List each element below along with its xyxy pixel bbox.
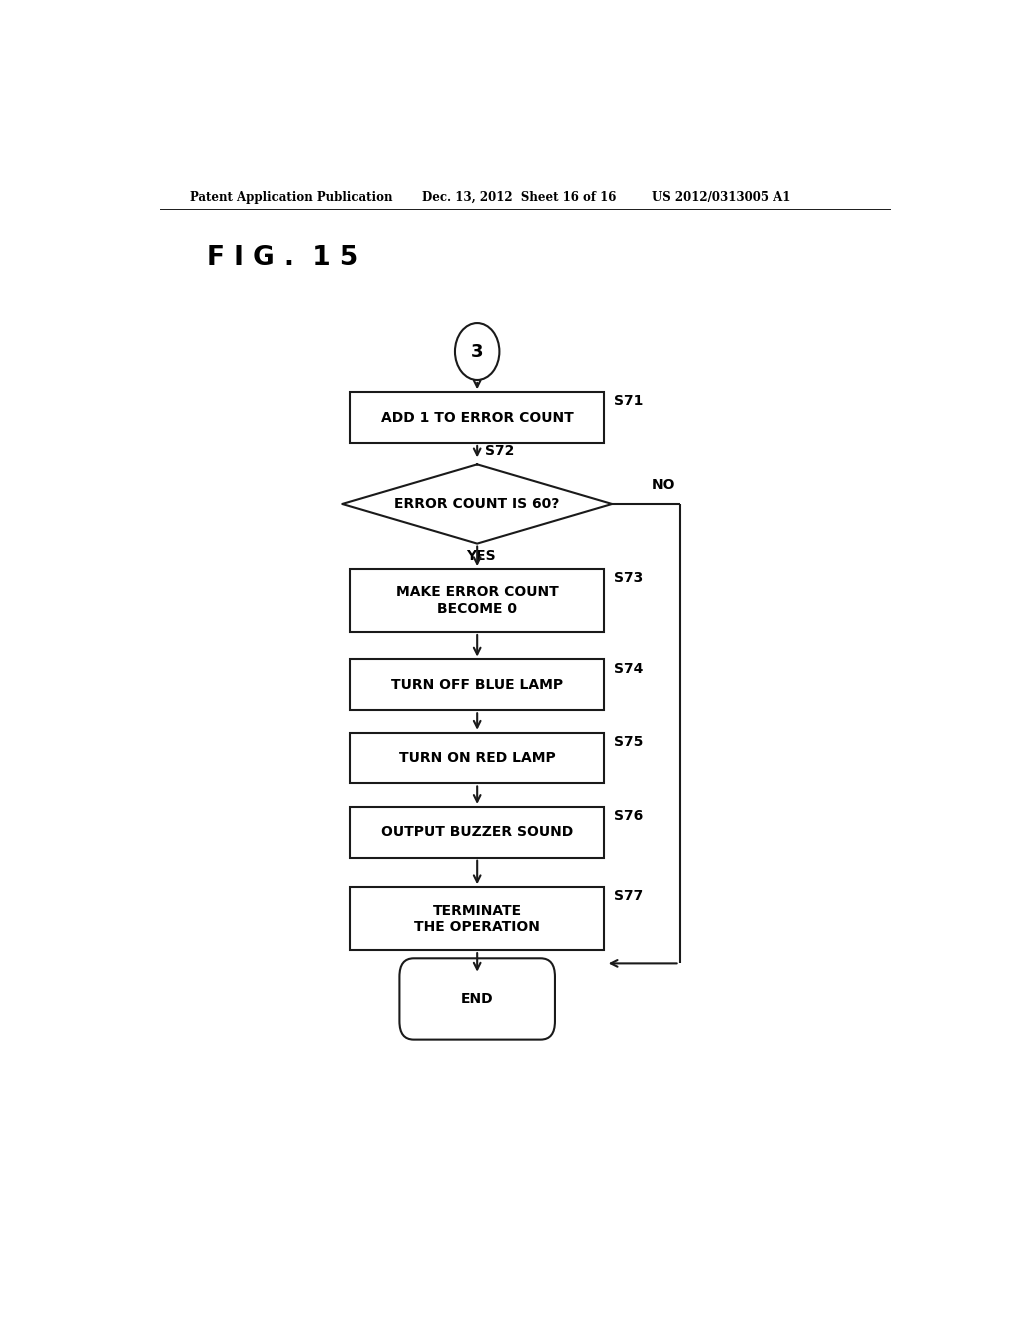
FancyBboxPatch shape [350, 887, 604, 950]
Text: TERMINATE
THE OPERATION: TERMINATE THE OPERATION [415, 904, 540, 933]
Text: S72: S72 [485, 445, 514, 458]
Text: OUTPUT BUZZER SOUND: OUTPUT BUZZER SOUND [381, 825, 573, 840]
Text: S77: S77 [613, 890, 643, 903]
FancyBboxPatch shape [350, 660, 604, 710]
FancyBboxPatch shape [350, 569, 604, 632]
Text: Patent Application Publication: Patent Application Publication [189, 190, 392, 203]
Text: S76: S76 [613, 809, 643, 822]
Text: NO: NO [652, 478, 675, 492]
Text: Dec. 13, 2012  Sheet 16 of 16: Dec. 13, 2012 Sheet 16 of 16 [422, 190, 616, 203]
Text: ADD 1 TO ERROR COUNT: ADD 1 TO ERROR COUNT [381, 411, 573, 425]
FancyBboxPatch shape [350, 392, 604, 444]
FancyBboxPatch shape [350, 807, 604, 858]
Text: MAKE ERROR COUNT
BECOME 0: MAKE ERROR COUNT BECOME 0 [396, 586, 558, 615]
Text: 3: 3 [471, 342, 483, 360]
Text: S74: S74 [613, 661, 643, 676]
Text: YES: YES [466, 549, 496, 562]
FancyBboxPatch shape [350, 733, 604, 784]
FancyBboxPatch shape [399, 958, 555, 1040]
Text: END: END [461, 991, 494, 1006]
Text: F I G .  1 5: F I G . 1 5 [207, 244, 358, 271]
Text: S75: S75 [613, 735, 643, 748]
Text: S71: S71 [613, 395, 643, 408]
Text: ERROR COUNT IS 60?: ERROR COUNT IS 60? [394, 496, 560, 511]
Text: TURN ON RED LAMP: TURN ON RED LAMP [398, 751, 556, 766]
Text: S73: S73 [613, 572, 643, 585]
Text: US 2012/0313005 A1: US 2012/0313005 A1 [652, 190, 791, 203]
Text: TURN OFF BLUE LAMP: TURN OFF BLUE LAMP [391, 678, 563, 692]
